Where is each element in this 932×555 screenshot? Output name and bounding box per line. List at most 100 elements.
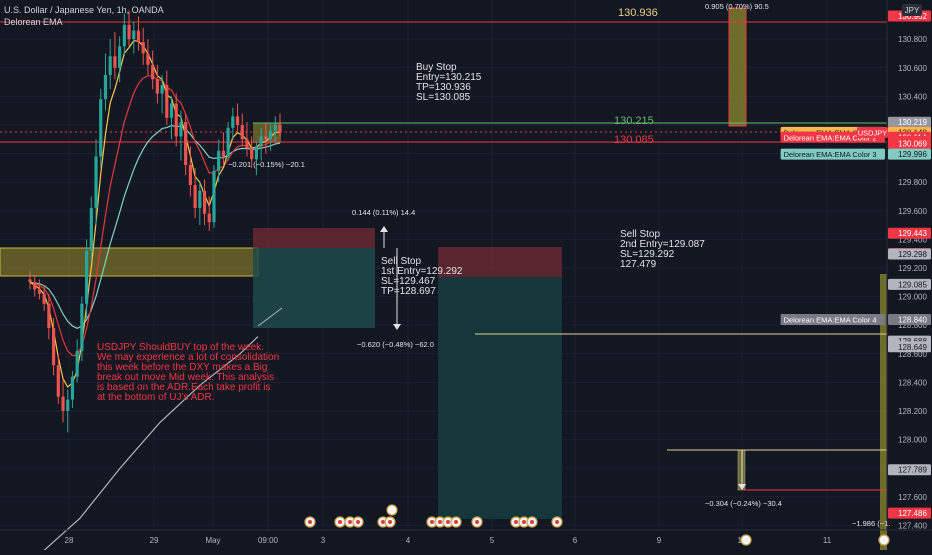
candle-body <box>188 165 192 186</box>
y-tick-label: 128.800 <box>898 321 927 330</box>
event-flag-icon[interactable] <box>878 534 890 546</box>
event-flag-dot <box>514 520 518 524</box>
x-tick-label: 28 <box>65 536 74 545</box>
analysis-line-5: is based on the ADR.Each take profit is <box>97 382 270 393</box>
candle-body <box>56 365 60 397</box>
sell-stop-2-risk-box[interactable] <box>438 247 562 277</box>
candle-body <box>66 399 70 411</box>
candle-body <box>155 79 159 94</box>
candle-body <box>37 289 42 294</box>
axis-price-tag[interactable] <box>888 313 931 325</box>
event-flag-dot <box>475 520 479 524</box>
measure-arrowhead-down-2 <box>738 484 746 490</box>
currency-badge[interactable] <box>902 4 922 16</box>
candle-body <box>174 103 178 137</box>
event-flag-dot <box>381 520 385 524</box>
y-tick-label: 129.600 <box>898 207 927 216</box>
candle-body <box>259 136 263 147</box>
y-tick-label: 127.600 <box>898 493 927 502</box>
candle-body <box>118 46 122 68</box>
axis-price-tag[interactable] <box>888 507 931 519</box>
sell-stop-2-reward-box[interactable] <box>438 277 562 519</box>
y-tick-label: 127.400 <box>898 521 927 530</box>
ema-long-line <box>36 336 259 555</box>
axis-price-tag[interactable] <box>888 148 931 160</box>
candle-body <box>245 139 249 148</box>
trend-line[interactable] <box>257 307 283 327</box>
ema-legend-tag[interactable] <box>780 148 885 160</box>
x-tick-label: 5 <box>490 536 495 545</box>
measure-label-1: 0.144 (0.11%) 14.4 <box>352 208 415 217</box>
candle-body <box>33 282 37 290</box>
sell-stop-2-line-1: Sell Stop <box>620 229 660 240</box>
candle-body <box>94 156 98 208</box>
axis-price-tag[interactable] <box>888 341 931 353</box>
candle-body <box>80 303 84 351</box>
y-tick-label: 130.800 <box>898 35 927 44</box>
level-label-130085: 130.085 <box>614 134 654 146</box>
price-axis-background <box>887 0 932 550</box>
candle-body <box>207 213 211 223</box>
buy-stop-line-1: Buy Stop <box>416 62 457 73</box>
ema-legend-tag-text: Delorean EMA:EMA Color 4 <box>784 315 877 324</box>
axis-price-tag[interactable] <box>888 278 931 290</box>
axis-price-tag[interactable] <box>888 138 931 150</box>
sell-stop-1-note[interactable]: Sell Stop 1st Entry=129.292 SL=129.467 T… <box>381 256 463 297</box>
y-tick-label: 129.200 <box>898 264 927 273</box>
economic-events[interactable] <box>304 504 890 546</box>
x-tick-label: 6 <box>573 536 578 545</box>
analysis-note[interactable]: USDJPY ShouldBUY top of the week. We may… <box>97 342 279 403</box>
y-tick-label: 128.600 <box>898 350 927 359</box>
axis-price-tag-text: 129.085 <box>898 280 927 289</box>
x-tick-label: 11 <box>823 536 832 545</box>
candle-body <box>61 396 65 411</box>
sell-stop-1-risk-box[interactable] <box>253 228 375 248</box>
candle-body <box>273 124 277 131</box>
analysis-line-1: USDJPY ShouldBUY top of the week. <box>97 342 264 353</box>
event-flag-dot <box>530 520 534 524</box>
sell-stop-1-line-3: SL=129.467 <box>381 276 436 287</box>
candle-body <box>169 103 174 118</box>
x-tick-label: 3 <box>321 536 326 545</box>
axis-price-tag[interactable] <box>888 116 931 128</box>
level-label-130936: 130.936 <box>618 7 658 19</box>
candle-body <box>278 124 282 133</box>
measure-label-3: −0.304 (−0.24%) −30.4 <box>705 499 782 508</box>
event-flag-dot <box>356 520 360 524</box>
axis-price-tag[interactable] <box>888 464 931 476</box>
event-flag-dot <box>454 520 458 524</box>
measure-arrowhead-down <box>393 324 401 330</box>
adr-measure-box[interactable] <box>880 274 887 550</box>
candle-body <box>254 146 259 160</box>
event-flag-dot <box>438 520 442 524</box>
candle-body <box>146 53 150 65</box>
event-flag-icon[interactable] <box>740 534 752 546</box>
candle-body <box>231 116 235 128</box>
buy-stop-measure-box[interactable] <box>728 7 747 127</box>
buy-stop-note[interactable]: Buy Stop Entry=130.215 TP=130.936 SL=130… <box>416 62 482 103</box>
candle-body <box>28 279 32 283</box>
x-tick-label: 29 <box>150 536 159 545</box>
symbol-tag-badge[interactable] <box>857 127 888 138</box>
analysis-line-2: We may experience a lot of consolidation <box>97 352 279 363</box>
event-flag-dot <box>555 520 559 524</box>
sell-stop-2-note[interactable]: Sell Stop 2nd Entry=129.087 SL=129.292 1… <box>620 229 705 270</box>
x-tick-label: 9 <box>657 536 662 545</box>
event-flag-dot <box>522 520 526 524</box>
candle-body <box>193 185 197 208</box>
sell-stop-1-line-4: TP=128.697 <box>381 286 436 297</box>
candle-body <box>221 150 225 157</box>
candle-body <box>212 170 216 223</box>
y-tick-label: 129.000 <box>898 293 927 302</box>
event-flag-dot <box>430 520 434 524</box>
axis-price-tag-text: 130.219 <box>898 118 927 127</box>
axis-price-tag[interactable] <box>888 227 931 239</box>
y-tick-label: 129.800 <box>898 178 927 187</box>
sell-stop-2-line-2: 2nd Entry=129.087 <box>620 239 705 250</box>
event-flag-icon[interactable] <box>386 504 398 516</box>
ema-legend-tag[interactable] <box>780 313 885 325</box>
supply-zone-band[interactable] <box>0 247 259 277</box>
axis-price-tag[interactable] <box>888 248 931 260</box>
